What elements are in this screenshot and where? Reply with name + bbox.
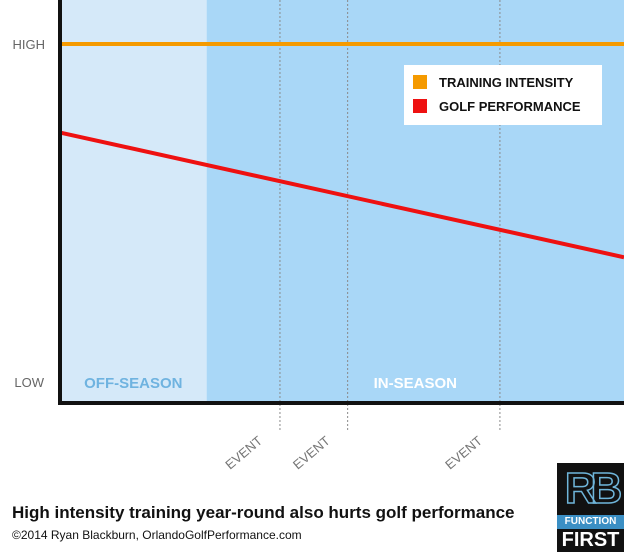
legend-swatch-golf-performance [413, 99, 427, 113]
function-first-logo: RB FUNCTION FIRST [557, 463, 624, 552]
logo-monogram: RB [564, 463, 623, 514]
legend-label-training-intensity: TRAINING INTENSITY [439, 75, 574, 90]
legend: TRAINING INTENSITY GOLF PERFORMANCE [404, 65, 602, 125]
event-label: EVENT [222, 433, 265, 472]
logo-function-text: FUNCTION [557, 515, 624, 529]
event-label: EVENT [290, 433, 333, 472]
copyright-credit: ©2014 Ryan Blackburn, OrlandoGolfPerform… [12, 528, 302, 542]
in-season-region [206, 0, 624, 403]
y-tick-high: HIGH [13, 37, 46, 52]
off-season-region [60, 0, 207, 403]
chart-caption: High intensity training year-round also … [12, 503, 515, 522]
off-season-label: OFF-SEASON [84, 375, 182, 392]
y-tick-low: LOW [14, 375, 44, 390]
legend-swatch-training-intensity [413, 75, 427, 89]
legend-label-golf-performance: GOLF PERFORMANCE [439, 99, 581, 114]
golf-performance-line [59, 130, 624, 260]
logo-first-text: FIRST [561, 529, 620, 551]
legend-box [404, 65, 602, 125]
event-label: EVENT [442, 433, 485, 472]
in-season-label: IN-SEASON [374, 375, 457, 392]
